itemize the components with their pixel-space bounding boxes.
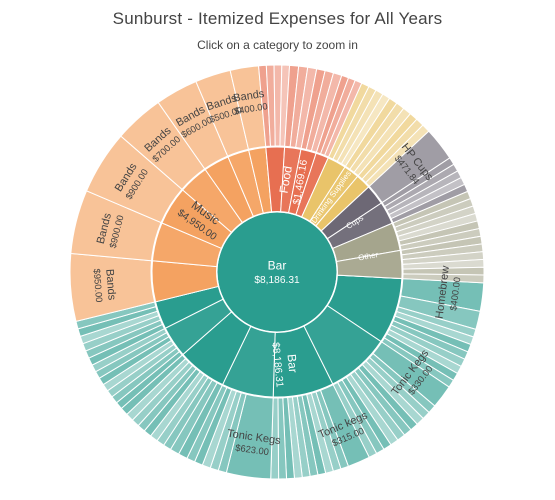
item-other-2023-other-5[interactable] bbox=[402, 273, 485, 284]
sunburst-center-bar[interactable] bbox=[216, 211, 338, 333]
chart-subtitle: Click on a category to zoom in bbox=[197, 38, 358, 52]
sunburst-segments[interactable] bbox=[69, 64, 485, 480]
chart-title: Sunburst - Itemized Expenses for All Yea… bbox=[112, 9, 443, 28]
year-band-other-2023[interactable] bbox=[336, 249, 403, 280]
